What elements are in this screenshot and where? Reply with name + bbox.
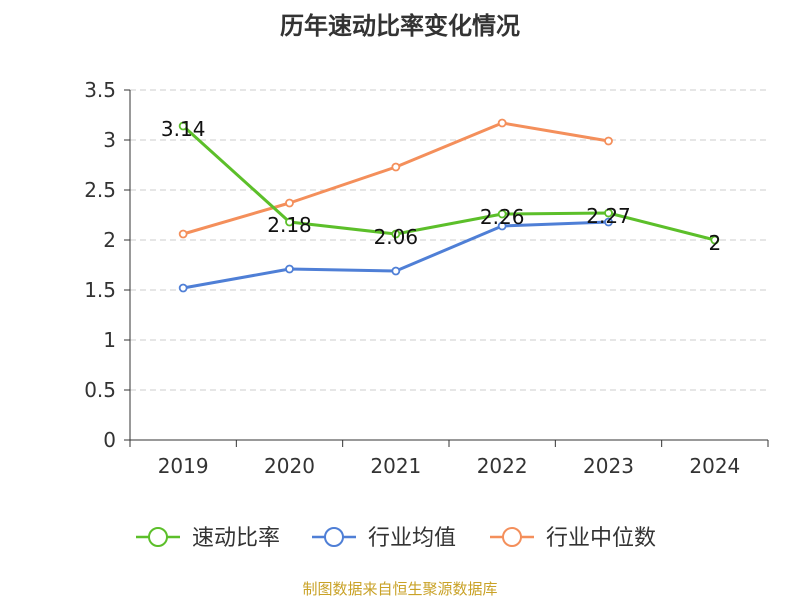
data-point xyxy=(391,162,401,172)
x-tick-label: 2020 xyxy=(264,454,315,478)
y-tick-label: 3 xyxy=(103,128,116,152)
y-tick-label: 2.5 xyxy=(84,178,116,202)
data-point xyxy=(391,266,401,276)
x-tick-label: 2024 xyxy=(689,454,740,478)
y-tick-label: 1 xyxy=(103,328,116,352)
data-point xyxy=(178,121,188,131)
data-point xyxy=(285,264,294,274)
y-tick-label: 2 xyxy=(103,228,116,252)
data-label: 2.27 xyxy=(586,204,631,228)
data-point xyxy=(178,229,188,239)
y-tick-label: 0 xyxy=(103,428,116,452)
x-tick-label: 2019 xyxy=(158,454,209,478)
data-point xyxy=(178,283,188,293)
data-point xyxy=(497,221,507,231)
x-tick-label: 2022 xyxy=(477,454,528,478)
legend-marker xyxy=(324,527,344,547)
data-label: 2.06 xyxy=(374,225,419,249)
legend-item-0[interactable]: 速动比率 xyxy=(136,526,280,551)
legend-label: 行业均值 xyxy=(368,526,456,551)
legend-label: 速动比率 xyxy=(192,526,280,551)
axis-layer: 0 0.5 1 1.5 2 2.5 3 3.5 2019 2020 2021 2022 2023 2024 xyxy=(84,78,769,478)
legend-marker xyxy=(148,527,168,547)
x-tick-label: 2021 xyxy=(370,454,421,478)
series-line-0 xyxy=(182,124,716,242)
data-point xyxy=(604,208,613,218)
data-point xyxy=(391,229,401,239)
series-layer xyxy=(178,118,720,293)
data-point xyxy=(285,198,294,208)
data-label: 3.14 xyxy=(161,117,206,141)
legend-item-1[interactable]: 行业均值 xyxy=(312,526,456,551)
data-source-note: 制图数据来自恒生聚源数据库 xyxy=(302,580,498,598)
data-point xyxy=(497,118,507,128)
y-tick-label: 1.5 xyxy=(84,278,116,302)
data-label: 2.18 xyxy=(267,213,312,237)
data-label: 2 xyxy=(708,231,721,255)
data-label: 2.26 xyxy=(480,205,525,229)
y-tick-label: 3.5 xyxy=(84,78,116,102)
y-tick-label: 0.5 xyxy=(84,378,116,402)
data-label-layer: 3.14 2.18 2.06 2.26 2.27 2 xyxy=(161,117,721,255)
chart-title: 历年速动比率变化情况 xyxy=(280,12,520,40)
data-point xyxy=(497,209,507,219)
x-tick-label: 2023 xyxy=(583,454,634,478)
data-point xyxy=(285,217,294,227)
legend-label: 行业中位数 xyxy=(546,526,656,551)
data-point xyxy=(604,136,613,146)
data-point xyxy=(604,217,613,227)
legend[interactable]: 速动比率 行业均值 行业中位数 xyxy=(136,526,656,551)
legend-item-2[interactable]: 行业中位数 xyxy=(490,526,656,551)
legend-marker xyxy=(502,527,522,547)
data-point xyxy=(710,235,720,245)
grid-layer xyxy=(130,89,768,391)
